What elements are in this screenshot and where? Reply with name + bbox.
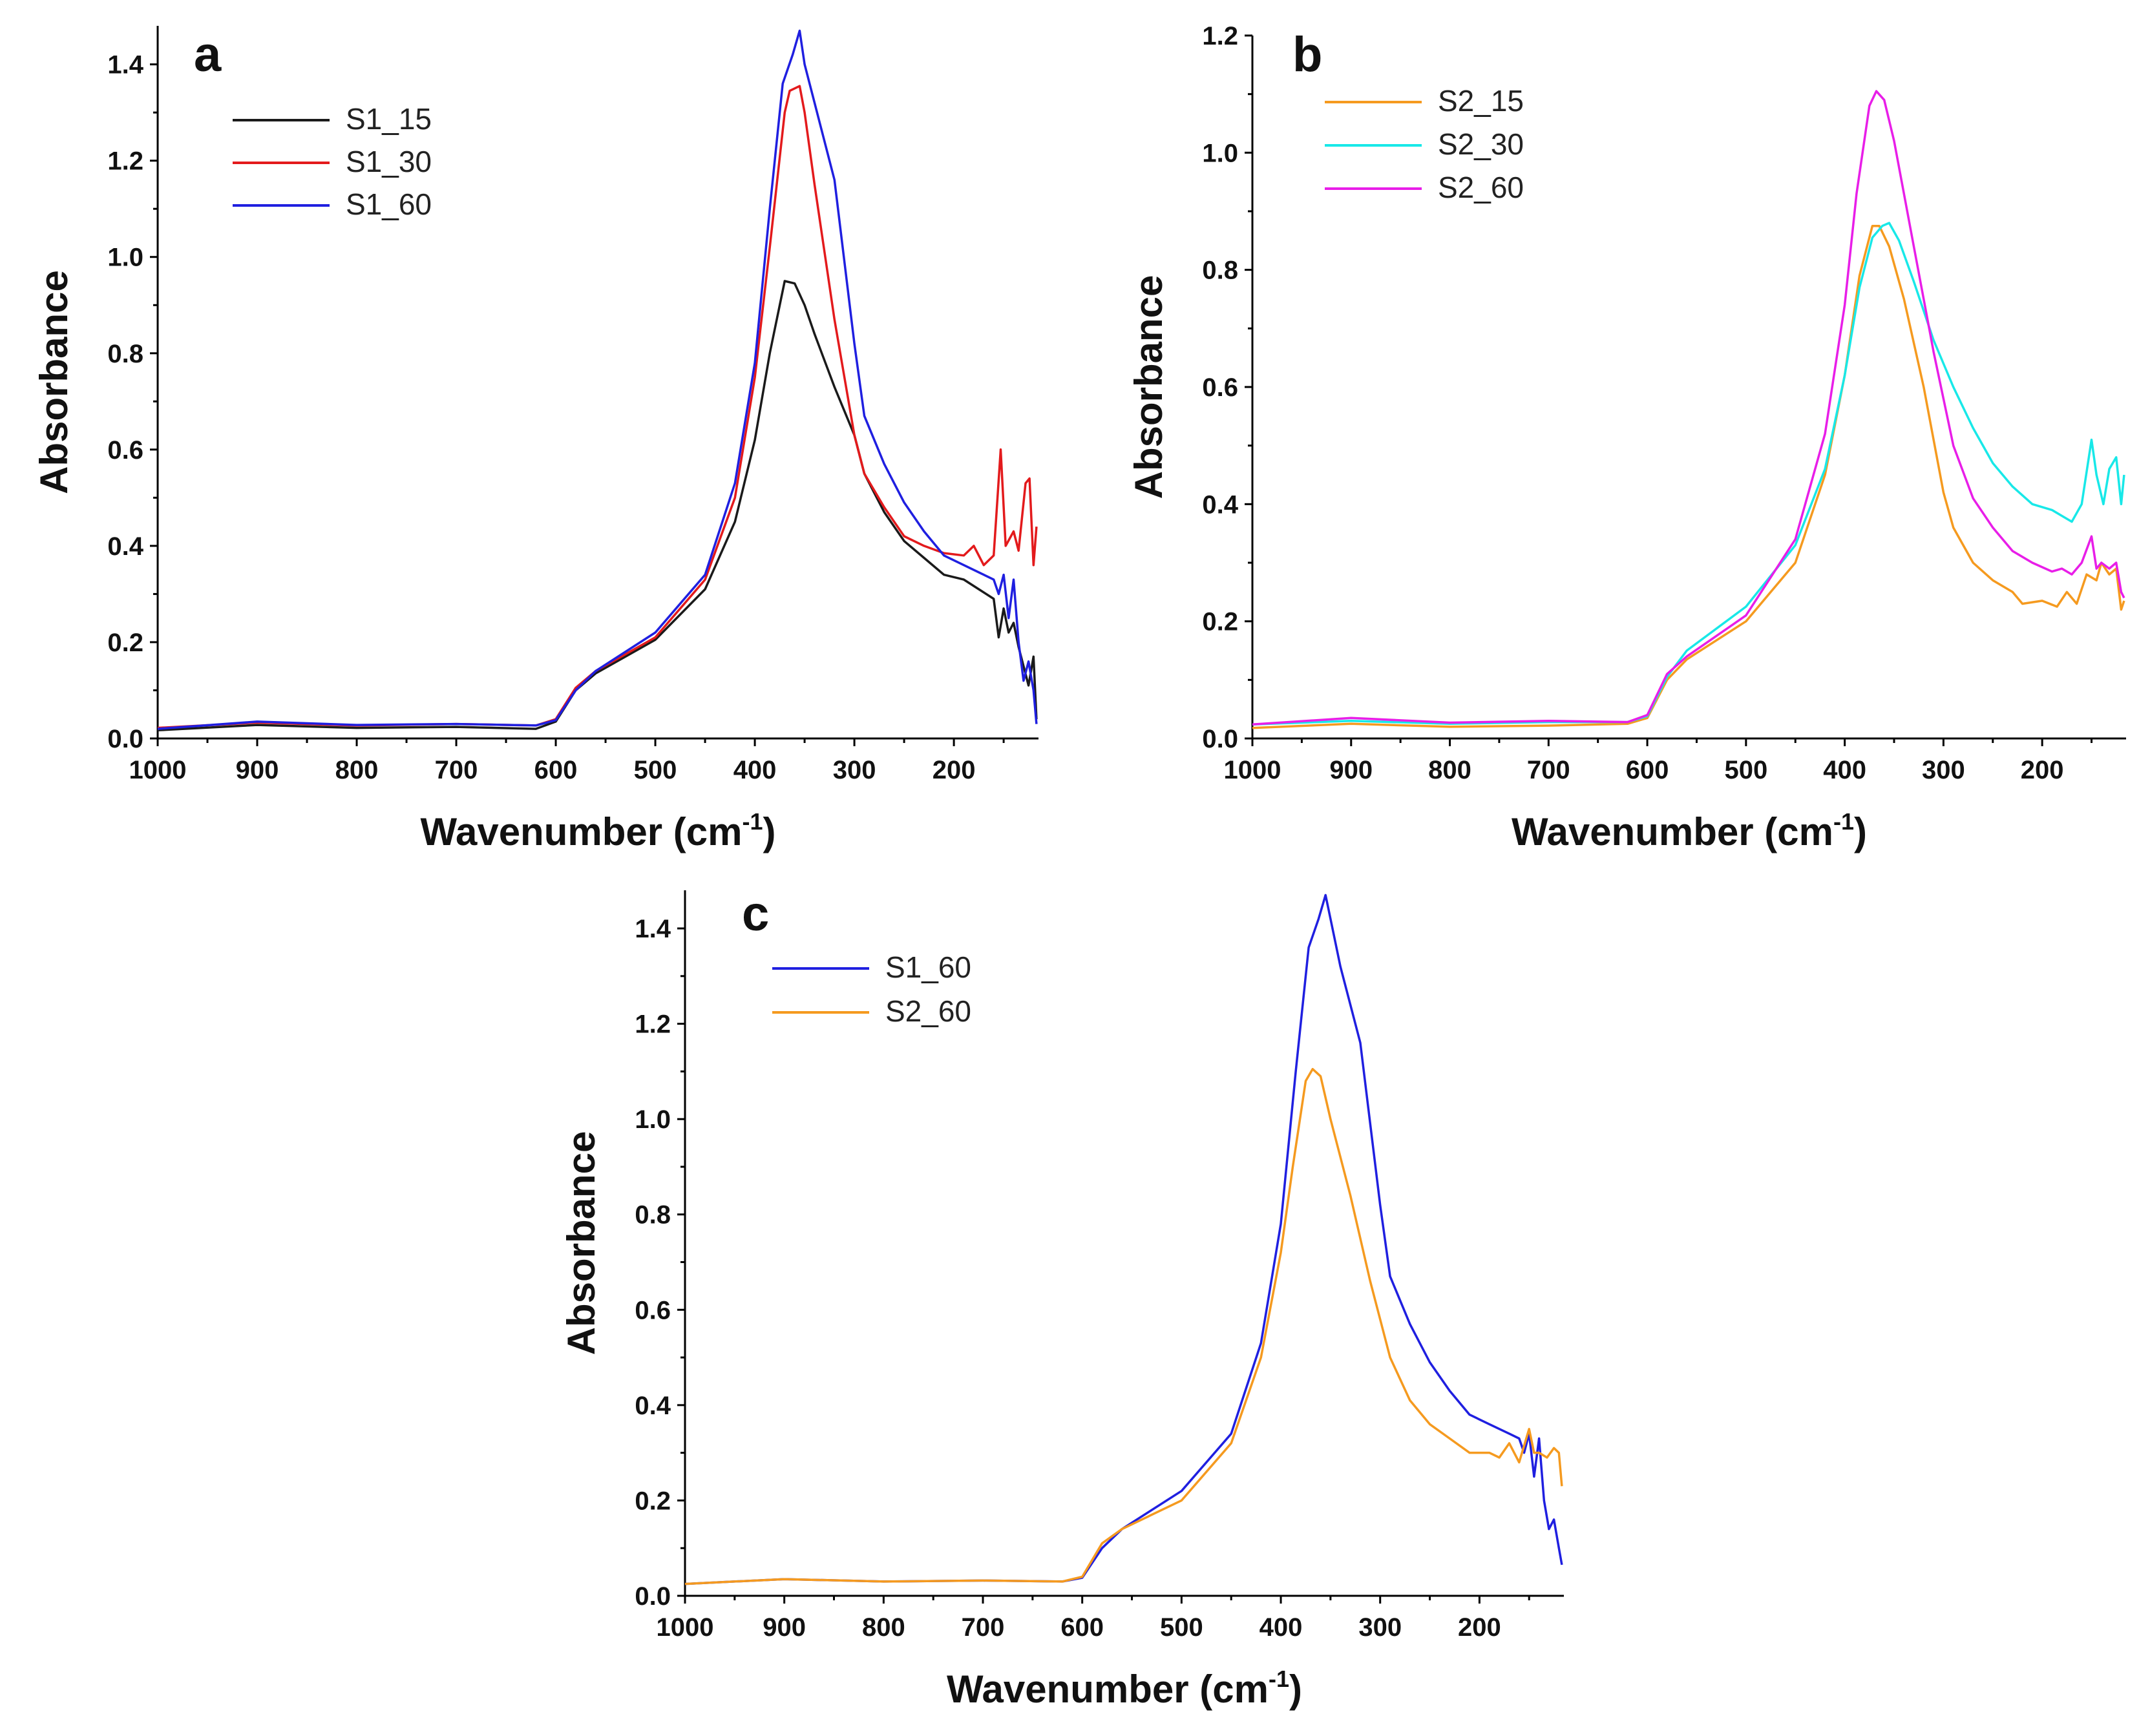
series-line-s1-60	[158, 29, 1038, 730]
x-axis-title-sup: -1	[742, 808, 763, 835]
y-tick-label: 1.4	[107, 51, 143, 79]
series-line-s1-30	[158, 85, 1038, 729]
x-tick-label: 200	[1458, 1613, 1501, 1642]
y-tick-label: 0.6	[1202, 373, 1238, 402]
panel-letter: a	[194, 27, 222, 82]
x-tick-label: 600	[534, 756, 578, 784]
x-tick-label: 400	[733, 756, 777, 784]
x-tick-label: 700	[435, 756, 478, 784]
y-tick-label: 0.8	[1202, 256, 1238, 285]
x-tick-label: 900	[1329, 756, 1373, 784]
y-tick-label: 0.0	[1202, 725, 1238, 753]
x-tick-label: 600	[1060, 1613, 1104, 1642]
x-tick-label: 600	[1626, 756, 1669, 784]
x-tick-label: 700	[962, 1613, 1005, 1642]
legend-label: S2_15	[1438, 84, 1524, 118]
legend-label: S2_60	[1438, 171, 1524, 204]
y-tick-label: 1.2	[107, 147, 143, 176]
y-tick-label: 0.6	[635, 1296, 671, 1324]
x-axis-title-main: Wavenumber (cm	[421, 810, 743, 853]
y-tick-label: 1.2	[1202, 22, 1238, 50]
legend-label: S2_60	[885, 994, 971, 1028]
panel-b: 1000 900 800 700 600 500 400 300 200 0.0 0.2 0.4 0.6…	[1127, 22, 2126, 853]
x-tick-label: 800	[1428, 756, 1471, 784]
y-axis-title: Absorbance	[1127, 275, 1170, 499]
panel-letter: b	[1292, 27, 1322, 82]
x-tick-label: 900	[763, 1613, 806, 1642]
y-tick-label: 0.2	[107, 629, 143, 657]
x-tick-label: 300	[833, 756, 876, 784]
x-axis-title-main: Wavenumber (cm	[1512, 810, 1833, 853]
y-tick-label: 1.0	[635, 1105, 671, 1134]
x-axis-title-sup: -1	[1269, 1666, 1289, 1692]
x-tick-label: 200	[933, 756, 976, 784]
y-tick-label: 0.8	[635, 1201, 671, 1229]
x-axis-title-tail: )	[1289, 1668, 1302, 1711]
series-line-s1-15	[158, 280, 1038, 732]
y-tick-label: 0.2	[635, 1487, 671, 1515]
x-tick-label: 900	[236, 756, 279, 784]
x-axis-title: Wavenumber (cm-1)	[1512, 808, 1867, 853]
series-line-s2-30	[1252, 222, 2125, 726]
x-axis-title: Wavenumber (cm-1)	[947, 1666, 1302, 1711]
y-tick-label: 1.4	[635, 915, 671, 943]
legend: S2_15 S2_30 S2_60	[1325, 84, 1524, 204]
panel-letter: c	[742, 886, 769, 941]
y-tick-label: 0.6	[107, 436, 143, 465]
x-tick-label: 700	[1527, 756, 1570, 784]
x-tick-label: 400	[1823, 756, 1866, 784]
x-tick-label: 800	[862, 1613, 905, 1642]
y-tick-label: 0.0	[635, 1582, 671, 1611]
series-line-s1-60	[685, 894, 1563, 1585]
x-axis-title-sup: -1	[1833, 808, 1854, 835]
legend-label: S1_30	[346, 145, 432, 178]
y-tick-label: 0.0	[107, 725, 143, 753]
x-axis-title: Wavenumber (cm-1)	[421, 808, 776, 853]
legend-label: S2_30	[1438, 127, 1524, 161]
y-tick-label: 0.4	[1202, 490, 1238, 519]
x-tick-label: 1000	[129, 756, 187, 784]
legend: S1_60 S2_60	[772, 950, 971, 1028]
x-tick-label: 500	[634, 756, 677, 784]
panel-c: 1000 900 800 700 600 500 400 300 200 0.0 0.2 0.4 0.6…	[560, 886, 1564, 1711]
x-tick-label: 400	[1259, 1613, 1303, 1642]
panel-a: 1000 900 800 700 600 500 400 300 200 0.0 0.2 0.4 0.6…	[32, 26, 1038, 853]
legend-label: S1_15	[346, 102, 432, 136]
x-tick-label: 1000	[657, 1613, 714, 1642]
x-tick-label: 200	[2021, 756, 2064, 784]
y-tick-label: 1.0	[107, 244, 143, 272]
legend-label: S1_60	[346, 187, 432, 221]
x-tick-label: 500	[1724, 756, 1767, 784]
x-tick-label: 1000	[1224, 756, 1281, 784]
y-axis-title: Absorbance	[560, 1131, 603, 1355]
x-tick-label: 800	[335, 756, 379, 784]
legend: S1_15 S1_30 S1_60	[233, 102, 432, 221]
y-tick-label: 0.4	[107, 532, 143, 561]
y-tick-label: 1.2	[635, 1010, 671, 1039]
x-tick-label: 300	[1922, 756, 1965, 784]
x-axis-title-tail: )	[1854, 810, 1867, 853]
x-axis-title-tail: )	[763, 810, 775, 853]
series-line-s2-15	[1252, 224, 2125, 729]
y-tick-label: 0.8	[107, 340, 143, 368]
y-tick-label: 1.0	[1202, 139, 1238, 167]
y-tick-label: 0.2	[1202, 608, 1238, 636]
series-line-s2-60	[685, 1067, 1563, 1585]
y-tick-label: 0.4	[635, 1392, 671, 1420]
x-tick-label: 300	[1358, 1613, 1402, 1642]
x-tick-label: 500	[1160, 1613, 1203, 1642]
y-axis-title: Absorbance	[32, 270, 76, 494]
x-axis-title-main: Wavenumber (cm	[947, 1668, 1269, 1711]
legend-label: S1_60	[885, 950, 971, 984]
series-line-s2-60	[1252, 90, 2125, 726]
